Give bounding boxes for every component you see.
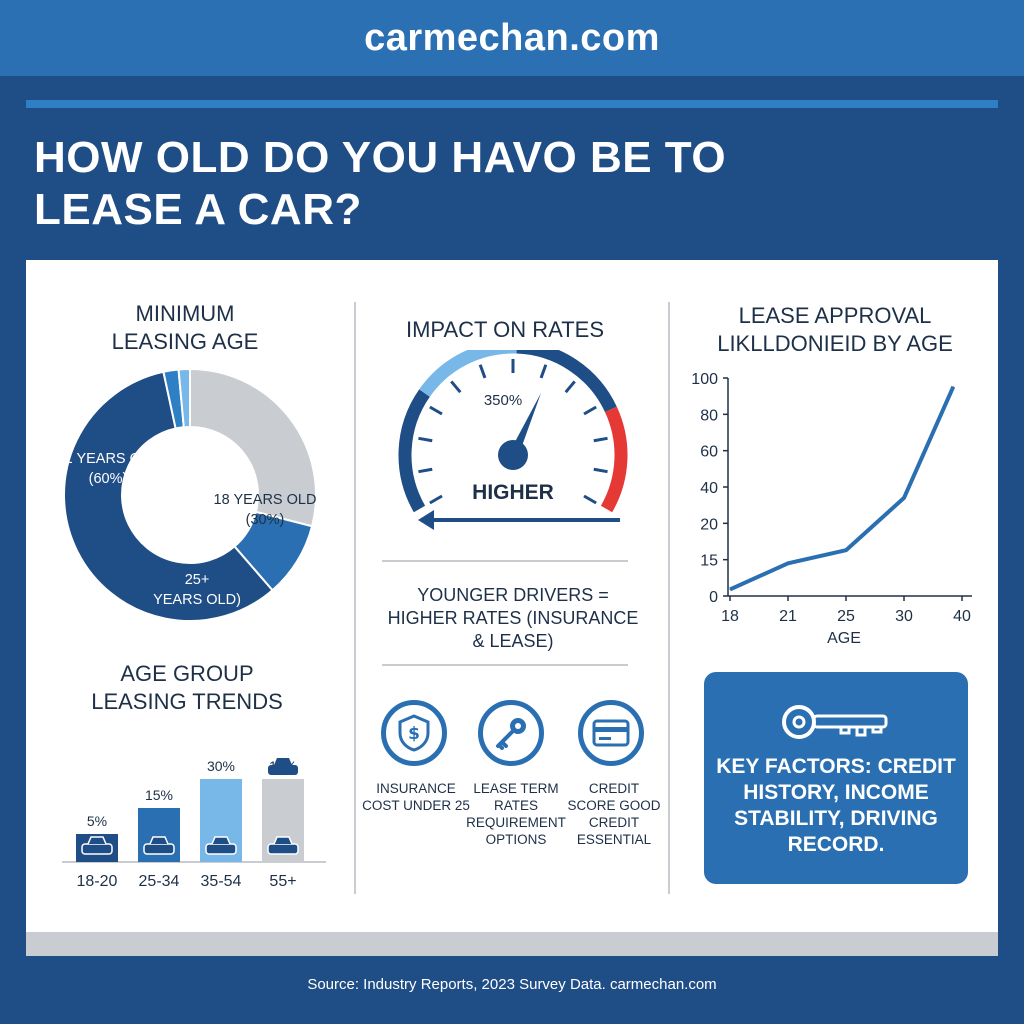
gauge-tick [450, 380, 462, 394]
x-tick-label: 25 [837, 608, 855, 625]
y-tick-label: 60 [700, 444, 718, 461]
y-tick-label: 0 [709, 589, 718, 606]
trends-heading: AGE GROUP LEASING TRENDS [91, 661, 283, 714]
icon-label-credit-score: CREDIT SCORE GOOD CREDIT ESSENTIAL [567, 781, 661, 847]
x-axis-label: AGE [827, 630, 861, 646]
x-tick-label: 21 [779, 608, 797, 625]
gauge-tick [593, 467, 608, 474]
gauge-arc [600, 406, 628, 513]
car-icon [273, 836, 293, 845]
approval-line-chart: 0 15 20 40 60 80 100 18 21 25 30 40 AGE [691, 371, 972, 646]
bar-value-label: 5% [87, 813, 107, 829]
approval-point [729, 588, 731, 590]
approval-point [787, 562, 789, 564]
gauge-arc [419, 350, 517, 397]
gauge-caption: HIGHER [472, 481, 554, 504]
car-icon [149, 836, 169, 845]
rates-gauge: 350% HIGHER [398, 350, 628, 530]
x-tick-label: 30 [895, 608, 913, 625]
rates-heading: IMPACT ON RATES [405, 317, 605, 342]
min-age-donut-chart: 18 YEARS OLD (30%) 25+ YEARS OLD) 21 YEARS O… [57, 367, 317, 622]
gauge-tick [564, 380, 576, 394]
panel-footer-strip [26, 932, 998, 956]
site-name[interactable]: carmechan.com [364, 16, 660, 59]
bar-category-label: 55+ [269, 873, 296, 890]
car-icon [268, 765, 298, 775]
donut-label-18: (30%) [246, 512, 285, 528]
approval-point [952, 386, 954, 388]
bar-value-label: 15% [145, 787, 173, 803]
car-icon [87, 836, 107, 845]
approval-heading: LEASE APPROVAL LIKLLDONIEID BY AGE [717, 303, 953, 356]
key-icon [478, 700, 544, 766]
bar-category-label: 18-20 [77, 873, 118, 890]
gauge-tick [583, 405, 597, 416]
rate-arrow-head [418, 510, 434, 530]
gauge-tick [583, 494, 597, 505]
y-tick-label: 40 [700, 480, 718, 497]
gauge-tick [418, 467, 433, 474]
gauge-arc [398, 389, 430, 513]
column-divider-right [668, 302, 670, 894]
donut-slice [189, 367, 317, 528]
y-tick-label: 15 [700, 553, 718, 570]
source-note: Source: Industry Reports, 2023 Survey Da… [307, 976, 717, 993]
donut-slice [177, 367, 191, 429]
gauge-tick [429, 405, 443, 416]
car-icon [143, 843, 175, 855]
x-tick-label: 18 [721, 608, 739, 625]
car-icon [267, 843, 299, 855]
approval-point [903, 497, 905, 499]
gauge-tick [593, 436, 608, 443]
bar-value-label: 30% [207, 758, 235, 774]
svg-text:$: $ [408, 724, 420, 744]
bar-category-label: 25-34 [139, 873, 180, 890]
min-age-heading: MINIMUM LEASING AGE [111, 301, 259, 354]
site-header: carmechan.com [0, 0, 1024, 76]
gauge-tick [418, 436, 433, 443]
key-factors-text: KEY FACTORS: CREDIT HISTORY, INCOME STAB… [716, 755, 956, 856]
gauge-tick [429, 494, 443, 505]
car-icon [81, 843, 113, 855]
donut-label-21: (60%) [89, 471, 128, 487]
y-tick-label: 100 [691, 371, 718, 388]
gauge-arc [516, 350, 617, 413]
rates-statement: YOUNGER DRIVERS = HIGHER RATES (INSURANC… [387, 585, 639, 651]
header-rule [26, 100, 998, 108]
gauge-tick [539, 364, 548, 379]
icon-label-lease-term: LEASE TERM RATES REQUIREMENT OPTIONS [466, 781, 566, 847]
key-factors-box: KEY FACTORS: CREDIT HISTORY, INCOME STAB… [704, 672, 968, 884]
car-icon [205, 843, 237, 855]
icon-label-insurance: INSURANCE COST UNDER 25 [362, 781, 470, 813]
dollar-shield-icon: $ [381, 700, 447, 766]
donut-label-18: 18 YEARS OLD [214, 492, 317, 508]
rates-divider-bottom [382, 664, 628, 666]
x-tick-label: 40 [953, 608, 971, 625]
approval-line [729, 385, 956, 592]
credit-card-icon [578, 700, 644, 766]
donut-label-25: YEARS OLD) [153, 592, 241, 608]
bar-category-label: 35-54 [201, 873, 242, 890]
gauge-value-label: 350% [484, 392, 522, 409]
donut-label-21: 21 YEARS OLD [57, 451, 160, 467]
approval-point [845, 549, 847, 551]
y-tick-label: 80 [700, 407, 718, 424]
car-icon [274, 758, 292, 765]
rates-divider-top [382, 560, 628, 562]
page-title: HOW OLD DO YOU HAVO BE TO LEASE A CAR? [34, 133, 727, 234]
key-icon [782, 705, 888, 739]
gauge-hub [498, 440, 528, 470]
gauge-tick [478, 364, 487, 379]
donut-label-25: 25+ [185, 572, 210, 588]
column-divider-left [354, 302, 356, 894]
y-tick-label: 20 [700, 516, 718, 533]
car-icon [211, 836, 231, 845]
donut-slice [63, 370, 274, 622]
